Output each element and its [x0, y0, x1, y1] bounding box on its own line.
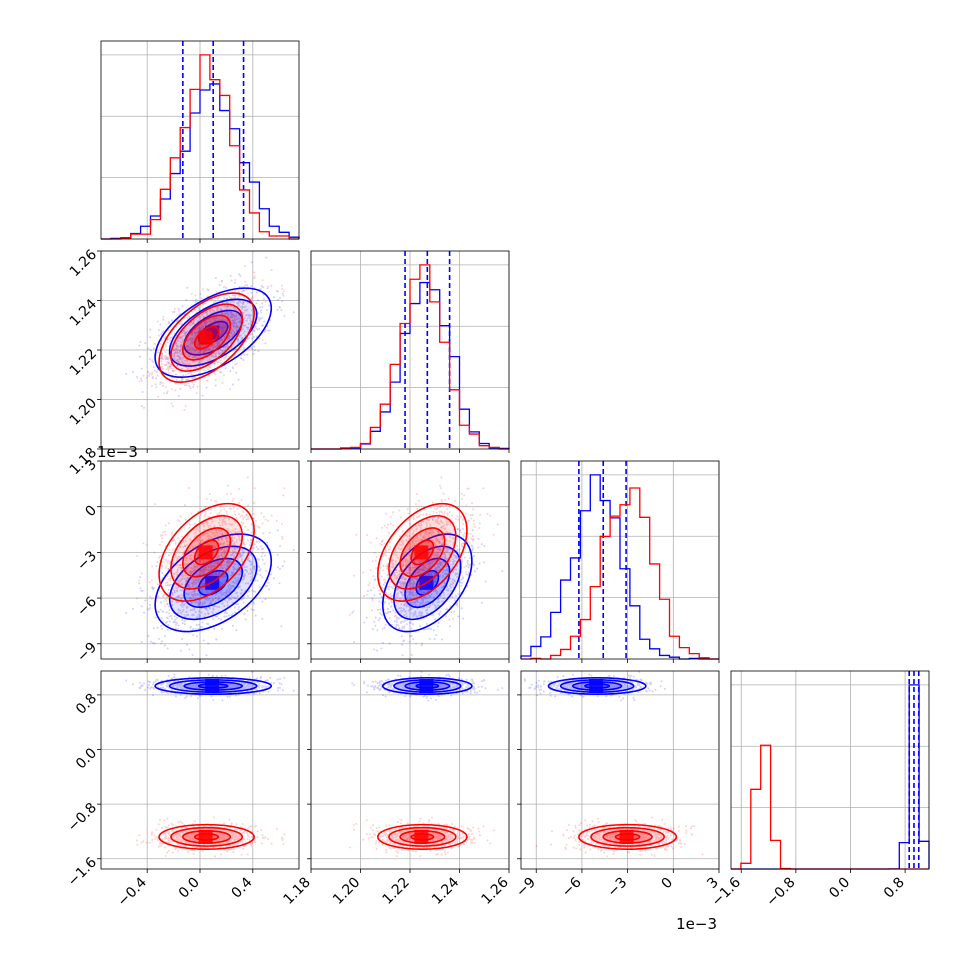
y-tick-label: −3	[74, 548, 100, 574]
x-tick-label: 1.24	[429, 874, 462, 907]
x-tick-label: −0.4	[115, 874, 150, 909]
contours-blue	[154, 533, 273, 633]
y-tick-label: 0.0	[73, 745, 100, 772]
grid-lines	[731, 671, 929, 869]
contours-red	[158, 292, 255, 383]
histogram-blue	[520, 474, 719, 660]
scatter-panel-p3-vs-p2	[307, 460, 510, 663]
x-tick-label: 1.18	[280, 875, 313, 908]
x-tick-label: 0	[659, 875, 677, 893]
y-tick-label: 1.24	[67, 296, 100, 329]
x-tick-label: 1.26	[478, 874, 511, 907]
axes-frame	[520, 460, 720, 660]
histogram-red	[311, 264, 509, 450]
contours-red	[158, 823, 255, 850]
x-offset-label: 1e−3	[676, 915, 717, 933]
y-tick-label: 1.26	[67, 247, 100, 280]
contours-blue	[381, 677, 473, 696]
histogram-panel-p3	[520, 460, 720, 663]
y-tick-label: 1.22	[67, 346, 100, 379]
histogram-red	[101, 54, 299, 240]
x-tick-label: 0.4	[229, 874, 256, 901]
x-tick-label: −6	[559, 874, 585, 900]
contours-blue	[154, 677, 273, 696]
x-tick-label: −0.8	[763, 875, 798, 910]
contours-red	[578, 823, 678, 850]
histogram-panel-p4: −1.6 −0.8 0.0 0.8	[709, 670, 930, 910]
y-tick-label: 0.8	[73, 691, 100, 718]
y-tick-label: −9	[74, 640, 100, 666]
scatter-panel-p4-vs-p2: 1.18 1.20 1.22 1.24 1.26	[280, 670, 512, 908]
contours-red	[377, 502, 468, 602]
x-tick-label: 0.8	[881, 875, 908, 902]
x-tick-label: 0.0	[176, 875, 203, 902]
grid-lines	[521, 671, 720, 869]
contours-red	[377, 823, 468, 850]
grid-lines	[101, 250, 299, 450]
x-tick-label: 1.22	[379, 875, 412, 908]
axes-frame	[520, 670, 720, 870]
x-tick-label: −9	[513, 875, 539, 901]
grid-lines	[521, 461, 720, 659]
histogram-panel-p1	[100, 40, 300, 243]
panels-layer: −1.6 −0.8 0.0 0.81.181.201.221.241.26−9−6−3…	[65, 40, 930, 933]
histogram-panel-p2	[310, 250, 510, 453]
y-tick-label: 0	[82, 502, 100, 520]
y-tick-label: −0.8	[65, 800, 100, 835]
scatter-panel-p4-vs-p3: −9 −6 −3 0 3	[513, 670, 722, 901]
y-tick-label: −6	[74, 594, 100, 620]
contours-red	[158, 502, 255, 602]
x-tick-label: 0.0	[826, 875, 853, 902]
y-tick-label: −1.6	[65, 854, 100, 889]
y-offset-label: 1e−3	[97, 443, 138, 461]
scatter-panel-p3-vs-p1: −9−6−303	[74, 457, 300, 666]
y-tick-label: 1.20	[67, 395, 100, 428]
x-tick-label: −3	[605, 875, 631, 901]
x-tick-label: 1.20	[330, 875, 363, 908]
contours-blue	[547, 677, 647, 696]
scatter-panel-p2-vs-p1: 1.181.201.221.241.26	[67, 247, 300, 478]
axes-frame	[730, 670, 930, 870]
histogram-red	[521, 487, 719, 660]
scatter-panel-p4-vs-p1: −0.4 0.0 0.4 −1.6 −0.8 0.0 0.8	[65, 670, 300, 910]
